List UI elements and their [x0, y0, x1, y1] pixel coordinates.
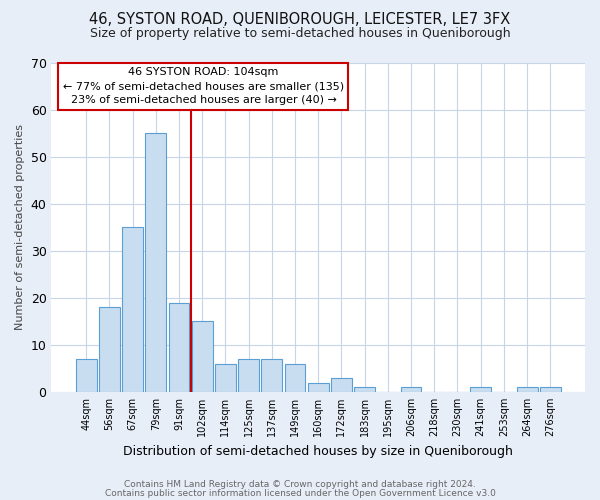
Bar [262, 359, 282, 392]
Bar [540, 387, 561, 392]
Text: Contains public sector information licensed under the Open Government Licence v3: Contains public sector information licen… [104, 489, 496, 498]
Bar [76, 359, 97, 392]
Text: Size of property relative to semi-detached houses in Queniborough: Size of property relative to semi-detach… [89, 28, 511, 40]
Text: 46, SYSTON ROAD, QUENIBOROUGH, LEICESTER, LE7 3FX: 46, SYSTON ROAD, QUENIBOROUGH, LEICESTER… [89, 12, 511, 28]
Bar [517, 387, 538, 392]
Text: Contains HM Land Registry data © Crown copyright and database right 2024.: Contains HM Land Registry data © Crown c… [124, 480, 476, 489]
Bar [169, 302, 190, 392]
X-axis label: Distribution of semi-detached houses by size in Queniborough: Distribution of semi-detached houses by … [123, 444, 513, 458]
Bar [284, 364, 305, 392]
Bar [99, 307, 120, 392]
Text: 46 SYSTON ROAD: 104sqm
← 77% of semi-detached houses are smaller (135)
23% of se: 46 SYSTON ROAD: 104sqm ← 77% of semi-det… [63, 68, 344, 106]
Bar [354, 387, 375, 392]
Bar [215, 364, 236, 392]
Bar [470, 387, 491, 392]
Y-axis label: Number of semi-detached properties: Number of semi-detached properties [15, 124, 25, 330]
Bar [192, 322, 212, 392]
Bar [145, 133, 166, 392]
Bar [401, 387, 421, 392]
Bar [122, 227, 143, 392]
Bar [331, 378, 352, 392]
Bar [308, 382, 329, 392]
Bar [238, 359, 259, 392]
